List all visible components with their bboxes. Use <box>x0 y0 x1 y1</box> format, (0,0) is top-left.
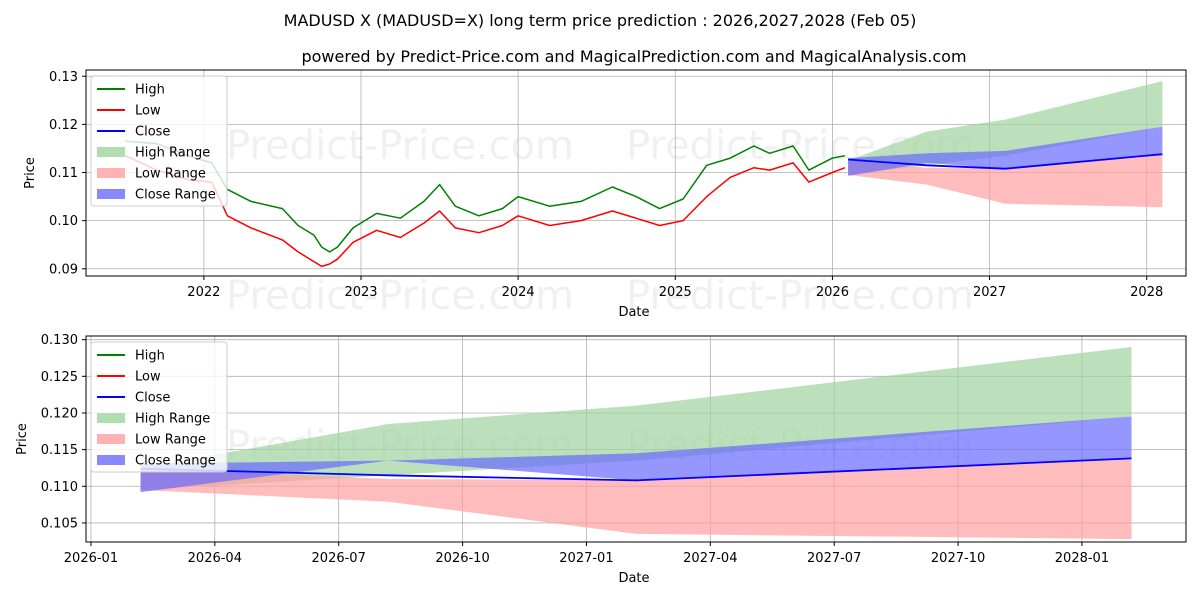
top-legend-swatch <box>97 168 125 178</box>
bottom-y-tick-label: 0.105 <box>41 516 78 531</box>
bottom-x-axis-label: Date <box>618 571 649 586</box>
top-x-tick-label: 2024 <box>502 285 535 300</box>
bottom-y-tick-label: 0.120 <box>41 406 78 421</box>
bottom-x-tick-label: 2027-10 <box>931 551 985 566</box>
bottom-legend-label: Low <box>135 370 161 385</box>
bottom-x-tick-label: 2026-04 <box>188 551 242 566</box>
bottom-panel: Predict-Price.comPredict-Price.com2026-0… <box>15 333 1187 586</box>
top-y-axis-label: Price <box>23 157 38 189</box>
top-high-series-line <box>125 140 846 253</box>
bottom-low-range-band <box>140 458 1132 540</box>
top-x-tick-label: 2026 <box>816 285 849 300</box>
chart-title: MADUSD X (MADUSD=X) long term price pred… <box>284 11 917 30</box>
bottom-axes-frame <box>85 335 1187 543</box>
bottom-y-tick-label: 0.125 <box>41 370 78 385</box>
top-y-tick-label: 0.11 <box>49 166 78 181</box>
bottom-y-tick-label: 0.115 <box>41 443 78 458</box>
top-low-range-band <box>848 154 1163 208</box>
top-legend-swatch <box>97 147 125 157</box>
bottom-legend-swatch <box>97 434 125 444</box>
top-y-tick-label: 0.10 <box>49 214 78 229</box>
top-watermark: Predict-Price.com <box>226 123 574 169</box>
top-low-series-line <box>124 155 846 268</box>
bottom-x-tick-label: 2027-01 <box>559 551 613 566</box>
top-panel: Predict-Price.com Predict-Price.com Predic… <box>23 69 1187 320</box>
bottom-close-range-band <box>140 416 1132 493</box>
bottom-x-tick-label: 2026-01 <box>64 551 118 566</box>
bottom-legend-label: High <box>135 349 165 364</box>
bottom-x-tick-label: 2028-01 <box>1055 551 1109 566</box>
top-x-tick-label: 2025 <box>659 285 692 300</box>
bottom-legend-swatch <box>97 455 125 465</box>
top-x-tick-label: 2022 <box>187 285 220 300</box>
top-high-range-band <box>848 81 1163 175</box>
top-watermark: Predict-Price.com <box>626 273 974 319</box>
top-legend-label: Low Range <box>135 167 206 182</box>
top-watermark: Predict-Price.com <box>226 273 574 319</box>
bottom-y-tick-label: 0.130 <box>41 333 78 348</box>
bottom-x-tick-label: 2027-07 <box>807 551 861 566</box>
bottom-x-tick-label: 2026-10 <box>435 551 489 566</box>
top-x-axis-label: Date <box>618 305 649 320</box>
top-legend-label: Low <box>135 104 161 119</box>
top-y-tick-label: 0.09 <box>49 262 78 277</box>
top-legend-label: High Range <box>135 146 210 161</box>
bottom-legend-swatch <box>97 413 125 423</box>
bottom-x-tick-label: 2027-04 <box>683 551 737 566</box>
top-close-series-line <box>848 153 1163 170</box>
top-legend-label: Close Range <box>135 188 216 203</box>
bottom-legend-label: Close <box>135 391 170 406</box>
bottom-y-axis-label: Price <box>15 423 30 455</box>
bottom-x-tick-label: 2026-07 <box>312 551 366 566</box>
bottom-high-range-band <box>140 347 1132 490</box>
top-close-range-band <box>848 126 1163 176</box>
top-x-tick-label: 2023 <box>344 285 377 300</box>
top-y-tick-label: 0.12 <box>49 118 78 133</box>
top-legend-swatch <box>97 189 125 199</box>
bottom-close-series-line <box>140 457 1132 482</box>
top-legend-label: High <box>135 83 165 98</box>
bottom-legend-label: Low Range <box>135 433 206 448</box>
bottom-legend-label: High Range <box>135 412 210 427</box>
chart-subtitle: powered by Predict-Price.com and Magical… <box>301 47 966 66</box>
top-x-tick-label: 2028 <box>1130 285 1163 300</box>
top-x-tick-label: 2027 <box>973 285 1006 300</box>
top-legend-label: Close <box>135 125 170 140</box>
top-y-tick-label: 0.13 <box>49 70 78 85</box>
bottom-legend-label: Close Range <box>135 454 216 469</box>
bottom-y-tick-label: 0.110 <box>41 480 78 495</box>
